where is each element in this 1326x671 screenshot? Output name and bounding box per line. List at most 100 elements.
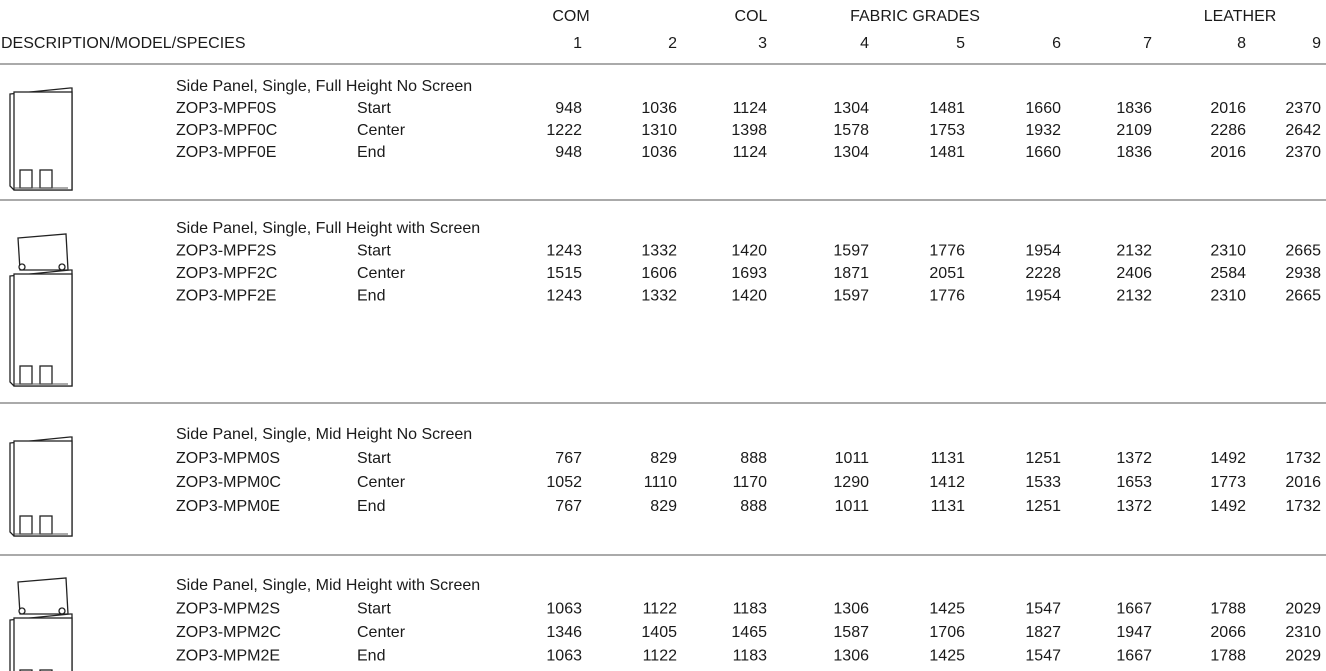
species: Start <box>357 601 391 618</box>
model: ZOP3-MPF2C <box>176 265 277 282</box>
price: 829 <box>650 498 677 515</box>
model: ZOP3-MPM0C <box>176 474 281 491</box>
section-title: Side Panel, Single, Mid Height with Scre… <box>176 577 480 594</box>
model: ZOP3-MPF0E <box>176 144 276 161</box>
section-title: Side Panel, Single, Full Height No Scree… <box>176 78 472 95</box>
model: ZOP3-MPF2S <box>176 243 276 260</box>
model: ZOP3-MPM0E <box>176 498 280 515</box>
grade-label: 4 <box>860 35 869 52</box>
price: 948 <box>555 144 582 161</box>
price: 2665 <box>1285 243 1321 260</box>
model: ZOP3-MPM0S <box>176 450 280 467</box>
price: 1243 <box>546 243 582 260</box>
price: 1306 <box>833 601 869 618</box>
price: 1836 <box>1116 144 1152 161</box>
price: 1788 <box>1210 601 1246 618</box>
foot <box>39 169 53 189</box>
price: 1773 <box>1210 474 1246 491</box>
price: 1036 <box>641 144 677 161</box>
price: 1052 <box>546 474 582 491</box>
price: 1776 <box>929 288 965 305</box>
price: 1776 <box>929 243 965 260</box>
price: 767 <box>555 450 582 467</box>
price: 2370 <box>1285 144 1321 161</box>
price: 1947 <box>1116 624 1152 641</box>
price: 2109 <box>1116 122 1152 139</box>
model: ZOP3-MPM2S <box>176 601 280 618</box>
price: 2051 <box>929 265 965 282</box>
species: Center <box>357 624 406 641</box>
price: 2406 <box>1116 265 1152 282</box>
foot <box>39 515 53 535</box>
group-label: COM <box>552 8 589 25</box>
price: 1372 <box>1116 450 1152 467</box>
price: 767 <box>555 498 582 515</box>
model: ZOP3-MPM2C <box>176 624 281 641</box>
price: 1332 <box>641 243 677 260</box>
price: 1597 <box>833 243 869 260</box>
price: 1753 <box>929 122 965 139</box>
price: 1732 <box>1285 450 1321 467</box>
price: 1243 <box>546 288 582 305</box>
price: 1290 <box>833 474 869 491</box>
price: 1606 <box>641 265 677 282</box>
price: 1304 <box>833 144 869 161</box>
price: 1036 <box>641 100 677 117</box>
price: 2016 <box>1285 474 1321 491</box>
price: 1587 <box>833 624 869 641</box>
price: 1827 <box>1025 624 1061 641</box>
price: 2066 <box>1210 624 1246 641</box>
price: 1492 <box>1210 498 1246 515</box>
foot <box>19 365 33 385</box>
price: 1122 <box>643 648 678 665</box>
species: Center <box>357 474 406 491</box>
price: 1183 <box>733 601 768 618</box>
price: 1170 <box>733 474 768 491</box>
price: 1667 <box>1116 648 1152 665</box>
grade-label: 1 <box>573 35 582 52</box>
price: 1124 <box>733 144 768 161</box>
price: 1332 <box>641 288 677 305</box>
price: 1871 <box>833 265 869 282</box>
price: 1110 <box>644 474 677 491</box>
price: 1251 <box>1025 498 1061 515</box>
price: 1412 <box>929 474 965 491</box>
grade-label: 5 <box>956 35 965 52</box>
grade-label: 9 <box>1312 35 1321 52</box>
price: 1011 <box>835 498 870 515</box>
price: 1492 <box>1210 450 1246 467</box>
price: 2584 <box>1210 265 1246 282</box>
price: 1481 <box>929 100 965 117</box>
price: 888 <box>740 498 767 515</box>
price: 2286 <box>1210 122 1246 139</box>
screen-pin <box>18 607 26 615</box>
price: 2938 <box>1285 265 1321 282</box>
price: 1405 <box>641 624 677 641</box>
price: 1653 <box>1116 474 1152 491</box>
group-label: COL <box>735 8 768 25</box>
price: 1465 <box>731 624 767 641</box>
model: ZOP3-MPF0C <box>176 122 277 139</box>
price: 1304 <box>833 100 869 117</box>
description-label: DESCRIPTION/MODEL/SPECIES <box>1 35 246 52</box>
price: 1124 <box>733 100 768 117</box>
model: ZOP3-MPM2E <box>176 648 280 665</box>
price: 2228 <box>1025 265 1061 282</box>
price: 1836 <box>1116 100 1152 117</box>
price: 1660 <box>1025 100 1061 117</box>
screen-pin <box>58 263 66 271</box>
price: 1310 <box>641 122 677 139</box>
price: 1011 <box>835 450 870 467</box>
price: 1932 <box>1025 122 1061 139</box>
price: 1547 <box>1025 648 1061 665</box>
grade-label: 2 <box>668 35 677 52</box>
price: 1954 <box>1025 243 1061 260</box>
section-title: Side Panel, Single, Full Height with Scr… <box>176 220 480 237</box>
price: 1706 <box>929 624 965 641</box>
price: 2029 <box>1285 648 1321 665</box>
price: 2310 <box>1210 288 1246 305</box>
price: 1183 <box>733 648 768 665</box>
price: 1398 <box>731 122 767 139</box>
price: 2132 <box>1116 243 1152 260</box>
